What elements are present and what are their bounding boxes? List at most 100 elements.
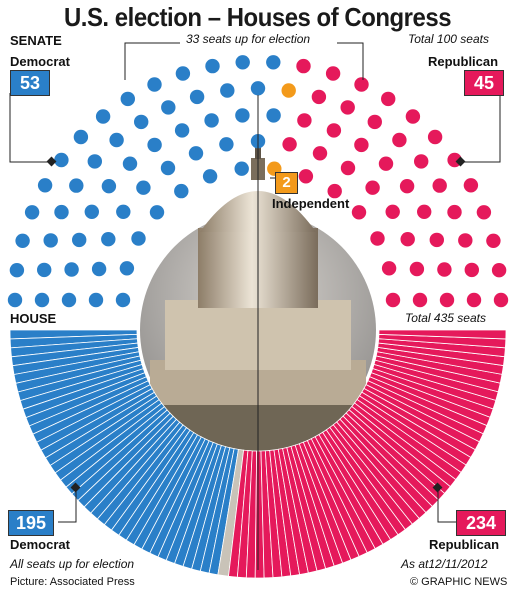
senate-seat-democrat <box>205 58 220 74</box>
senate-seat-democrat <box>174 183 189 199</box>
senate-seat-republican <box>399 179 415 194</box>
senate-seat-republican <box>412 292 428 308</box>
senate-seat-democrat <box>188 146 204 161</box>
senate-seat-democrat <box>234 161 249 176</box>
senate-seat-republican <box>437 262 452 277</box>
senate-rep-leader <box>462 93 501 163</box>
senate-seat-democrat <box>87 154 103 169</box>
senate-seat-democrat <box>122 156 138 171</box>
house-rep-leader <box>437 488 456 523</box>
senate-seat-democrat <box>54 204 69 220</box>
senate-seat-democrat <box>88 292 104 308</box>
senate-seat-republican <box>312 146 328 161</box>
senate-seat-republican <box>298 169 314 184</box>
senate-seat-republican <box>340 160 356 176</box>
senate-seat-republican <box>464 262 479 278</box>
senate-seat-republican <box>325 66 341 81</box>
senate-seat-republican <box>311 89 327 105</box>
senate-seat-republican <box>432 178 447 193</box>
senate-seat-republican <box>405 109 421 124</box>
senate-seat-republican <box>351 205 367 220</box>
senate-seat-democrat <box>161 100 176 115</box>
senate-seat-republican <box>381 91 396 107</box>
senate-seat-republican <box>486 233 501 248</box>
senate-seat-republican <box>327 183 342 199</box>
house-date-note: As at12/11/2012 <box>401 557 488 571</box>
senate-seat-democrat <box>204 113 219 128</box>
senate-seat-democrat <box>73 129 89 145</box>
senate-seat-republican <box>385 204 400 219</box>
senate-seat-democrat <box>189 89 205 105</box>
senate-seat-republican <box>414 154 429 169</box>
senate-seat-republican <box>354 77 369 92</box>
senate-seat-democrat <box>54 152 69 168</box>
source-credit: © GRAPHIC NEWS <box>410 576 508 588</box>
senate-seat-republican <box>367 114 382 130</box>
senate-up-bracket <box>124 42 180 80</box>
senate-independent-value: 2 <box>275 172 298 194</box>
senate-seat-democrat <box>235 108 250 123</box>
senate-up-note: 33 seats up for election <box>186 32 311 46</box>
house-heading: HOUSE <box>10 311 57 326</box>
senate-seat-democrat <box>149 205 165 220</box>
senate-seat-republican <box>282 137 297 152</box>
photo-credit: Picture: Associated Press <box>10 576 135 588</box>
chart-title: U.S. election – Houses of Congress <box>63 2 452 32</box>
senate-seat-democrat <box>24 205 40 220</box>
senate-seat-republican <box>354 137 369 153</box>
senate-seat-republican <box>427 129 443 145</box>
senate-seat-democrat <box>174 123 190 138</box>
senate-seat-democrat <box>34 292 50 308</box>
senate-seat-democrat <box>7 292 23 308</box>
senate-seat-republican <box>491 263 507 278</box>
senate-seat-democrat <box>250 81 266 96</box>
senate-seat-republican <box>447 204 462 220</box>
house-republican-value: 234 <box>456 510 506 536</box>
senate-rep-marker <box>455 156 466 167</box>
senate-seat-democrat <box>116 204 131 219</box>
senate-seat-democrat <box>9 263 25 278</box>
senate-total: Total 100 seats <box>408 32 489 46</box>
senate-seat-republican <box>439 292 455 308</box>
senate-seat-democrat <box>115 292 131 308</box>
senate-seat-republican <box>493 292 509 308</box>
senate-democrat-value: 53 <box>10 70 50 96</box>
senate-seat-democrat <box>266 108 281 123</box>
senate-dots <box>7 55 509 308</box>
senate-republican-value: 45 <box>464 70 504 96</box>
senate-heading: SENATE <box>10 33 62 48</box>
senate-seat-republican <box>378 156 394 171</box>
senate-seat-democrat <box>235 55 250 70</box>
senate-seat-democrat <box>160 160 176 176</box>
senate-seat-democrat <box>95 109 111 124</box>
senate-seat-democrat <box>37 178 53 193</box>
house-rep-marker <box>432 482 443 493</box>
senate-seat-democrat <box>202 169 218 184</box>
senate-democrat-label: Democrat <box>10 54 70 69</box>
house-democrat-value: 195 <box>8 510 54 536</box>
house-democrat-label: Democrat <box>10 537 70 552</box>
senate-seat-democrat <box>266 55 281 70</box>
senate-seat-democrat <box>109 132 124 148</box>
senate-seat-democrat <box>219 137 234 152</box>
senate-seat-republican <box>476 205 492 220</box>
senate-seat-democrat <box>61 292 77 308</box>
senate-seat-democrat <box>119 261 135 276</box>
senate-seat-republican <box>429 232 444 248</box>
senate-seat-democrat <box>175 66 191 81</box>
senate-seat-republican <box>365 180 380 195</box>
senate-dem-leader <box>9 93 52 163</box>
senate-seat-republican <box>340 100 355 115</box>
senate-seat-democrat <box>37 262 52 278</box>
senate-seat-democrat <box>136 180 151 195</box>
senate-seat-democrat <box>131 231 146 246</box>
house-seat-segment-republican <box>378 329 507 340</box>
senate-republican-label: Republican <box>428 54 499 69</box>
senate-seat-democrat <box>43 233 58 248</box>
senate-seat-republican <box>392 132 407 148</box>
senate-seat-republican <box>409 261 425 277</box>
senate-seat-republican <box>417 204 432 219</box>
senate-seat-independent <box>281 83 296 98</box>
senate-seat-democrat <box>134 114 149 130</box>
